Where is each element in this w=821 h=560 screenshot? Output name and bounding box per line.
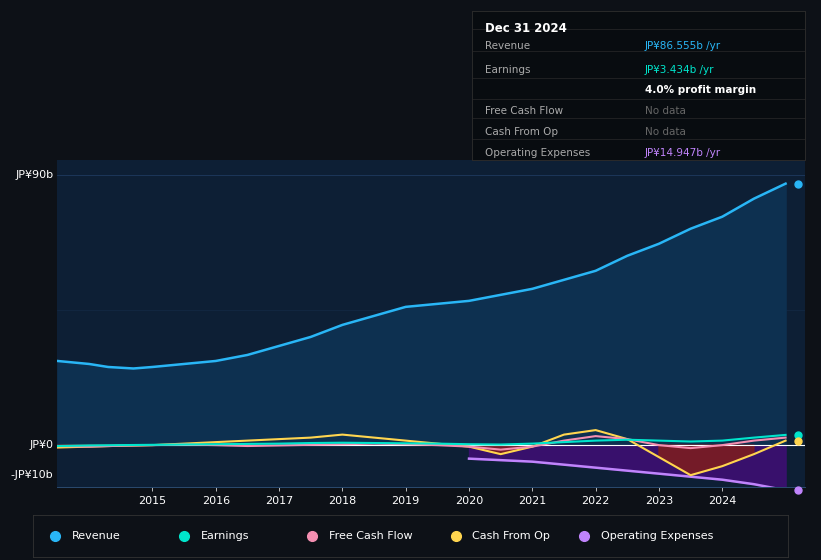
Text: No data: No data [645, 106, 686, 116]
Text: Operating Expenses: Operating Expenses [485, 148, 590, 158]
Text: JP¥90b: JP¥90b [16, 170, 53, 180]
Text: JP¥14.947b /yr: JP¥14.947b /yr [645, 148, 721, 158]
Text: Revenue: Revenue [485, 41, 530, 51]
Text: Cash From Op: Cash From Op [472, 531, 550, 541]
Text: 4.0% profit margin: 4.0% profit margin [645, 86, 756, 95]
Text: -JP¥10b: -JP¥10b [11, 470, 53, 480]
Text: Earnings: Earnings [200, 531, 249, 541]
Text: JP¥3.434b /yr: JP¥3.434b /yr [645, 64, 714, 74]
Text: Free Cash Flow: Free Cash Flow [485, 106, 563, 116]
Text: Operating Expenses: Operating Expenses [601, 531, 713, 541]
Text: Cash From Op: Cash From Op [485, 127, 558, 137]
Text: No data: No data [645, 127, 686, 137]
Text: JP¥0: JP¥0 [30, 440, 53, 450]
Text: Free Cash Flow: Free Cash Flow [329, 531, 412, 541]
Text: Dec 31 2024: Dec 31 2024 [485, 22, 567, 35]
Text: Earnings: Earnings [485, 64, 531, 74]
Text: JP¥86.555b /yr: JP¥86.555b /yr [645, 41, 721, 51]
Text: Revenue: Revenue [72, 531, 121, 541]
